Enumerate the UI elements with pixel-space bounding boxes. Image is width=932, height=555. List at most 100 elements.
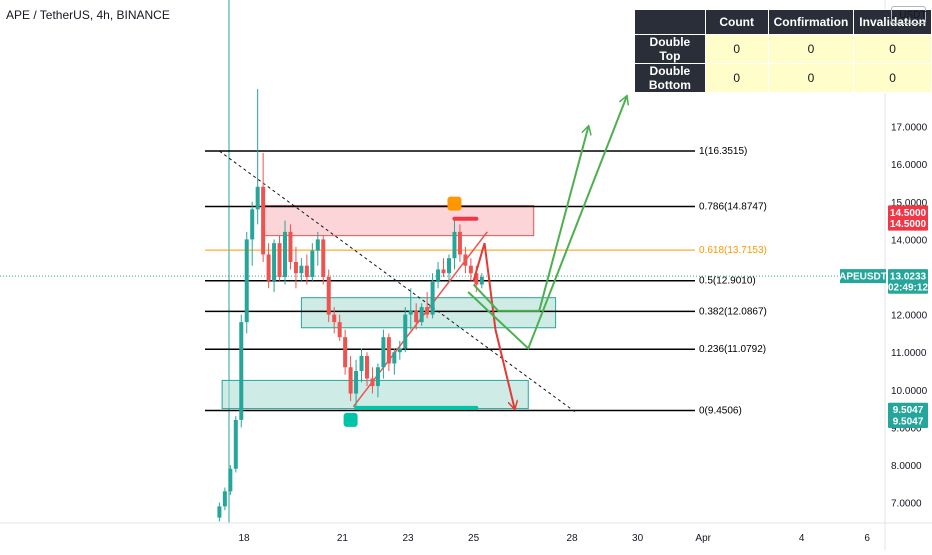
candle-body [468, 265, 473, 274]
column-header: Count [704, 9, 769, 35]
candle-body [222, 491, 227, 507]
fib-level-label: 0(9.4506) [699, 405, 742, 416]
dashed-trendline [219, 150, 576, 413]
candle-body [457, 231, 462, 255]
price-axis-tick: 16.0000 [891, 160, 928, 171]
candle-body [217, 506, 222, 518]
candle-body [272, 243, 277, 281]
price-badge [888, 414, 928, 429]
fib-level-label: 0.236(11.0792) [699, 344, 766, 355]
price-badge-label: 02:49:12 [888, 282, 928, 293]
price-badge-label: 13.0233 [890, 272, 927, 283]
candle-body [310, 250, 315, 277]
time-axis-tick: 28 [566, 533, 578, 544]
time-axis-tick: 6 [864, 533, 870, 544]
table-cell: 0 [704, 34, 769, 64]
time-axis-tick: 30 [632, 533, 644, 544]
candle-body [348, 367, 353, 394]
candle-body [228, 468, 233, 492]
candle-body [419, 307, 424, 323]
candle-body [293, 261, 298, 274]
candle-body [375, 367, 380, 387]
price-badge-label: 9.5047 [893, 417, 924, 428]
price-badge-label: 14.5000 [890, 219, 927, 230]
table-row: Double Bottom 0 0 0 [634, 63, 932, 93]
double-bottom-marker [343, 412, 358, 427]
table-cell: 0 [767, 34, 855, 64]
time-axis-tick: 18 [238, 533, 250, 544]
table-corner [634, 9, 706, 35]
row-label: Double Top [634, 34, 706, 64]
price-axis-tick: 14.0000 [891, 235, 928, 246]
price-badge [888, 216, 928, 231]
candle-body [266, 254, 271, 281]
price-badge [888, 269, 928, 284]
price-badge [888, 205, 928, 220]
candle-body [365, 355, 369, 379]
candle-body [332, 314, 337, 323]
supply-zone [262, 205, 535, 237]
time-axis-tick: Apr [695, 533, 711, 544]
price-axis-tick: 15.0000 [891, 198, 928, 209]
table-cell: 0 [853, 34, 932, 64]
candle-body [403, 314, 408, 349]
candle-body [463, 254, 468, 266]
time-axis-tick: 21 [337, 533, 349, 544]
projection-arrow [467, 97, 627, 351]
candle-body [304, 265, 309, 277]
candle-body [397, 348, 402, 353]
symbol-badge [840, 269, 886, 284]
candle-body [386, 337, 391, 364]
double-top-marker [447, 196, 462, 211]
symbol-title: APE / TetherUS, 4h, BINANCE [6, 8, 170, 22]
candle-body [315, 239, 320, 251]
table-cell: 0 [767, 63, 855, 93]
price-axis-tick: 7.0000 [891, 499, 922, 510]
time-axis-tick: 23 [402, 533, 414, 544]
price-badge [888, 402, 928, 417]
candle-body [326, 277, 331, 315]
candle-body [359, 355, 364, 371]
candle-body [288, 231, 293, 262]
projection-arrow [472, 127, 589, 312]
fib-level-label: 0.382(12.0867) [699, 306, 767, 317]
candle-body [244, 239, 249, 323]
candle-body [436, 269, 441, 281]
table-cell: 0 [704, 63, 769, 93]
candle-body [337, 322, 342, 338]
fib-level-label: 0.618(13.7153) [699, 245, 767, 256]
candle-body [233, 419, 238, 469]
currency-selector[interactable]: ⌄ USDT [891, 6, 926, 24]
chevron-down-icon: ⌄ [890, 10, 898, 20]
candle-body [354, 371, 359, 394]
row-label: Double Bottom [634, 63, 706, 93]
projection-arrow [472, 242, 515, 408]
candle-body [250, 209, 255, 240]
price-axis-tick: 11.0000 [891, 348, 927, 359]
candle-body [370, 378, 375, 387]
candle-body [408, 310, 413, 315]
candle-body [277, 243, 282, 277]
symbol-badge-label: APEUSDT [839, 272, 887, 283]
fib-level-label: 0.786(14.8747) [699, 202, 767, 213]
candle-body [392, 352, 397, 364]
pattern-stats-table: Count Confirmation Invalidation Double T… [634, 9, 932, 93]
candle-body [430, 280, 435, 315]
candle-body [474, 273, 479, 285]
price-badge-label: 14.5000 [890, 208, 927, 219]
candle-body [447, 258, 451, 274]
candle-body [255, 186, 260, 210]
price-axis-tick: 12.0000 [891, 311, 928, 322]
table-header-row: Count Confirmation Invalidation [634, 9, 932, 35]
price-axis-tick: 9.0000 [891, 423, 922, 434]
table-cell: 0 [853, 63, 932, 93]
candle-body [283, 231, 287, 277]
price-badge [888, 279, 928, 294]
time-axis-tick: 25 [468, 533, 480, 544]
price-badge-label: 9.5047 [893, 405, 924, 416]
candle-body [479, 277, 484, 285]
fib-level-label: 1(16.3515) [699, 146, 747, 157]
currency-label: USDT [899, 9, 927, 21]
